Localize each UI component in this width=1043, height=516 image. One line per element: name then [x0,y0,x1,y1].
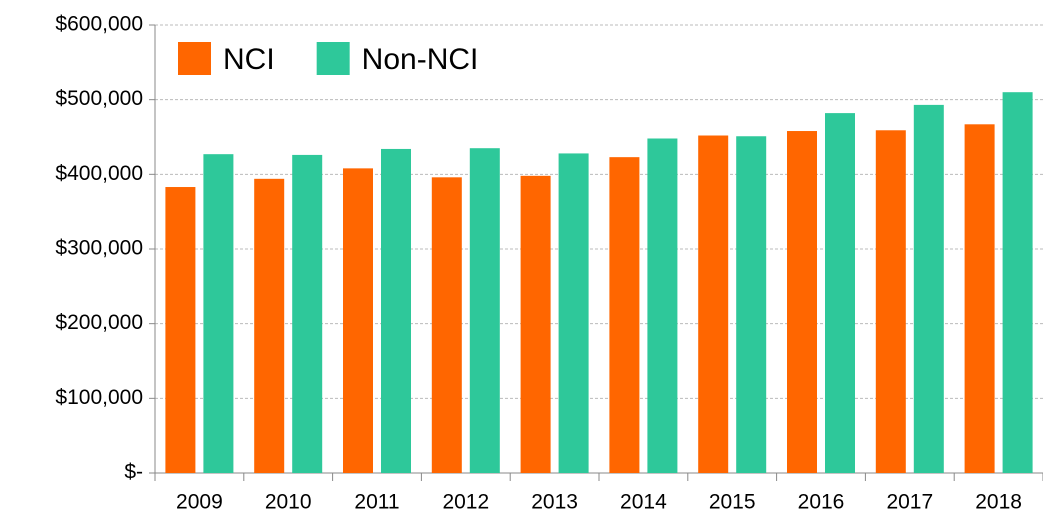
bar [875,130,906,473]
y-tick-label: $100,000 [55,386,143,409]
bar [609,157,640,473]
x-tick-label: 2014 [620,491,667,514]
x-tick-label: 2012 [442,491,489,514]
bar [469,148,500,473]
legend-swatch [316,42,350,75]
y-tick-label: $300,000 [55,237,143,260]
y-tick-label: $- [124,461,143,484]
bar [203,154,234,473]
x-tick-label: 2011 [354,491,399,514]
bar [292,154,323,474]
bar [343,168,373,474]
y-tick-label: $400,000 [55,162,143,185]
bar [964,124,995,473]
bar [698,135,729,474]
y-tick-label: $500,000 [55,87,143,110]
legend-label: NCI [223,43,275,76]
x-tick-label: 2013 [531,491,578,514]
bar [913,104,944,473]
bar [736,136,767,473]
bar [825,113,855,474]
x-tick-label: 2018 [975,491,1022,514]
bar [647,138,678,473]
y-tick-label: $600,000 [55,13,143,36]
bar [558,153,589,473]
bar [254,178,285,473]
legend-swatch [178,42,211,75]
x-tick-label: 2015 [709,491,756,514]
y-tick-label: $200,000 [55,311,143,334]
x-tick-label: 2009 [176,491,223,514]
legend-label: Non-NCI [362,43,479,76]
x-tick-label: 2010 [265,491,312,514]
bar [431,177,462,473]
bar [165,187,196,473]
bar [381,148,411,474]
x-tick-label: 2017 [886,491,933,514]
x-tick-label: 2016 [798,491,845,514]
bar [520,175,551,473]
bar [1002,92,1033,473]
bar [787,131,817,473]
